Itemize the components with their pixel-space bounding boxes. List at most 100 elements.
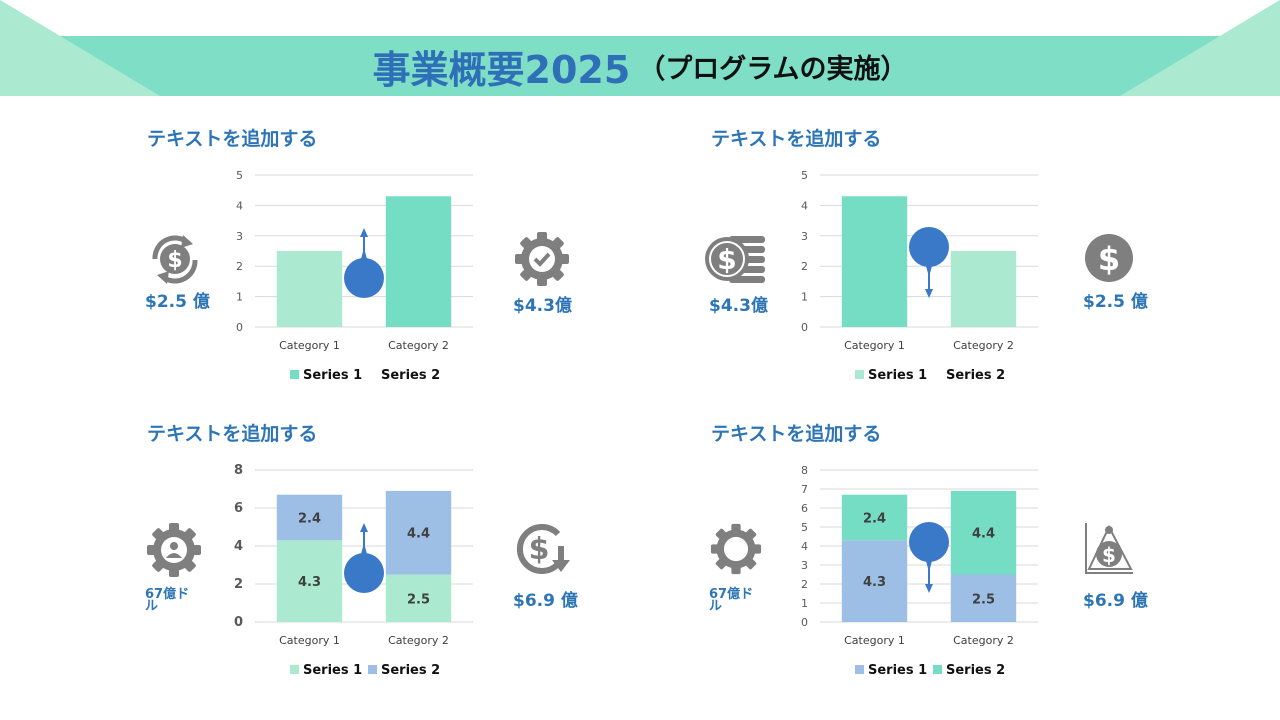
y-tick-label: 8	[234, 463, 243, 478]
coin-stack-icon: $	[705, 236, 765, 283]
gear-icon	[710, 523, 762, 575]
panel-2-left-value: $4.3億	[709, 296, 768, 316]
arrow-head	[360, 523, 368, 532]
header-banner: 事業概要2025 （プログラムの実施）	[0, 0, 1280, 96]
y-tick-label: 2	[801, 260, 808, 273]
panel-3-left-value: 67億ドル	[145, 587, 190, 614]
panel-1-right-value: $4.3億	[513, 296, 572, 316]
legend-swatch	[933, 665, 942, 674]
x-tick-label: Category 1	[844, 339, 905, 352]
legend-label: Series 1	[303, 663, 362, 678]
dollar-cycle-icon: $	[152, 235, 198, 284]
arrow-head	[360, 228, 368, 237]
legend-label: Series 2	[946, 368, 1005, 383]
bar	[385, 574, 452, 622]
y-tick-label: 4	[801, 540, 808, 553]
data-label: 2.5	[972, 592, 995, 607]
y-tick-label: 5	[801, 521, 808, 534]
legend-label: Series 1	[868, 368, 927, 383]
pin-marker	[909, 522, 949, 562]
bar	[841, 494, 908, 541]
title-main: 事業概要2025	[372, 47, 631, 92]
legend-swatch	[368, 665, 377, 674]
y-tick-label: 0	[236, 321, 243, 334]
bar	[385, 490, 452, 575]
arrow-head	[925, 584, 933, 593]
data-label: 4.3	[298, 575, 321, 590]
y-tick-label: 3	[801, 230, 808, 243]
y-tick-label: 4	[234, 539, 243, 554]
legend-swatch	[290, 665, 299, 674]
legend-label: Series 2	[381, 663, 440, 678]
panel-2-right-value: $2.5 億	[1083, 292, 1148, 312]
bar	[276, 494, 343, 541]
chart-panel-2: 0 1 2 3 4 5 Category 1 Category 2 Series 1 Series…	[801, 169, 1038, 383]
gear-person-icon	[147, 523, 201, 577]
y-tick-label: 0	[234, 615, 243, 630]
data-label: 2.4	[863, 512, 886, 527]
page-title: 事業概要2025 （プログラムの実施）	[0, 36, 1280, 96]
legend-label: Series 2	[381, 368, 440, 383]
gear-check-icon	[515, 232, 569, 286]
bar	[950, 574, 1017, 622]
x-tick-label: Category 2	[953, 339, 1014, 352]
legend-swatch	[290, 370, 299, 379]
svg-text:$: $	[167, 248, 182, 273]
chart-panel-3: 0 2 4 6 8 4.3 2.4 Category 1 2.5 4.4 Category 2 Ser…	[234, 463, 473, 678]
svg-text:$: $	[1102, 543, 1116, 567]
y-tick-label: 2	[801, 578, 808, 591]
data-label: 4.4	[407, 527, 430, 542]
y-tick-label: 7	[801, 483, 808, 496]
bar	[841, 196, 908, 327]
x-tick-label: Category 2	[953, 634, 1014, 647]
data-label: 4.3	[863, 575, 886, 590]
bar	[276, 251, 343, 327]
chart-panel-1: 0 1 2 3 4 5 Category 1 Category 2 Series 1 Series…	[236, 169, 473, 383]
title-sub: （プログラムの実施）	[638, 53, 908, 85]
y-tick-label: 1	[236, 291, 243, 304]
legend-label: Series 1	[303, 368, 362, 383]
x-tick-label: Category 2	[388, 634, 449, 647]
panel-2-title: テキストを追加する	[711, 128, 882, 150]
y-tick-label: 4	[801, 199, 808, 212]
pin-marker	[909, 227, 949, 267]
y-tick-label: 1	[801, 291, 808, 304]
legend-swatch	[855, 370, 864, 379]
y-tick-label: 1	[801, 597, 808, 610]
x-tick-label: Category 1	[279, 339, 340, 352]
arrow-head	[925, 289, 933, 298]
y-tick-label: 0	[801, 321, 808, 334]
pin-marker	[344, 258, 384, 298]
y-tick-label: 6	[234, 501, 243, 516]
panel-4-right-value: $6.9 億	[1083, 591, 1148, 611]
dollar-circle-icon: $	[1085, 234, 1133, 282]
bar	[950, 490, 1017, 575]
legend-swatch	[855, 665, 864, 674]
x-tick-label: Category 2	[388, 339, 449, 352]
data-label: 4.4	[972, 527, 995, 542]
y-tick-label: 2	[234, 577, 243, 592]
panel-1-title: テキストを追加する	[147, 128, 318, 150]
y-tick-label: 5	[236, 169, 243, 182]
y-tick-label: 5	[801, 169, 808, 182]
y-tick-label: 0	[801, 616, 808, 629]
dollar-chart-icon: $	[1085, 523, 1133, 574]
data-label: 2.4	[298, 512, 321, 527]
panel-4-left-value: 67億ドル	[709, 587, 754, 614]
y-tick-label: 6	[801, 502, 808, 515]
x-tick-label: Category 1	[279, 634, 340, 647]
pin-marker	[344, 553, 384, 593]
bar	[276, 540, 343, 622]
bar	[950, 251, 1017, 327]
data-label: 2.5	[407, 592, 430, 607]
svg-text:$: $	[717, 243, 736, 276]
dollar-down-icon: $	[516, 524, 570, 574]
panel-3-title: テキストを追加する	[147, 423, 318, 445]
y-tick-label: 3	[236, 230, 243, 243]
y-tick-label: 8	[801, 464, 808, 477]
bar	[841, 540, 908, 622]
header-background	[0, 0, 1280, 96]
y-tick-label: 2	[236, 260, 243, 273]
svg-text:$: $	[529, 532, 550, 567]
bar	[385, 196, 452, 327]
